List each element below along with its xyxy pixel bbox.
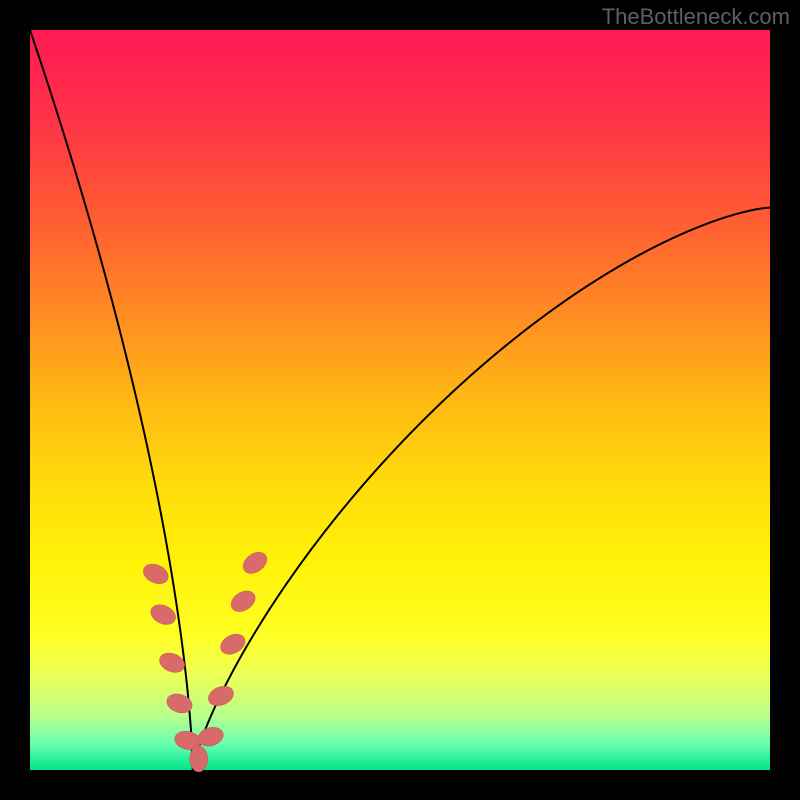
- curve-marker: [190, 746, 208, 772]
- watermark-text: TheBottleneck.com: [602, 4, 790, 30]
- chart-container: TheBottleneck.com: [0, 0, 800, 800]
- plot-area: [30, 30, 770, 770]
- bottleneck-curve-chart: [0, 0, 800, 800]
